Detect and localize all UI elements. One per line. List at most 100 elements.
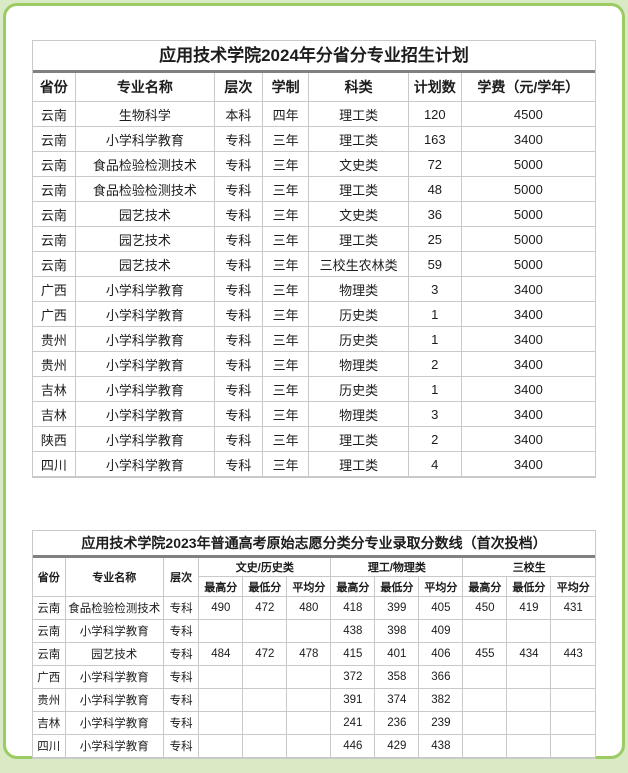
table-cell: 园艺技术 <box>74 226 216 252</box>
enrollment-plan-table: 省份 专业名称 层次 学制 科类 计划数 学费（元/学年） 云南 生物科学 本科 四年… <box>33 70 595 477</box>
table-cell: 374 <box>374 688 420 712</box>
table-cell: 490 <box>198 596 244 620</box>
sub-header-max: 最高分 <box>330 576 376 597</box>
table-cell: 云南 <box>33 619 66 643</box>
table-cell: 415 <box>330 642 376 666</box>
table-cell: 三校生农林类 <box>308 251 409 277</box>
sub-header-avg: 平均分 <box>418 576 464 597</box>
table-cell: 文史类 <box>308 201 409 227</box>
table-cell: 431 <box>550 596 595 620</box>
table-cell <box>198 619 244 643</box>
table-cell: 三年 <box>261 451 310 477</box>
table-cell: 广西 <box>33 665 66 689</box>
table-cell: 小学科学教育 <box>74 301 216 327</box>
table-cell: 小学科学教育 <box>74 376 216 402</box>
table-cell: 三年 <box>261 201 310 227</box>
table-cell: 409 <box>418 619 464 643</box>
table-cell: 3 <box>407 276 462 302</box>
table-cell: 云南 <box>33 176 76 202</box>
sub-header-avg: 平均分 <box>550 576 595 597</box>
table-cell: 吉林 <box>33 376 76 402</box>
table-cell: 484 <box>198 642 244 666</box>
table-cell: 72 <box>407 151 462 177</box>
table-cell <box>550 619 595 643</box>
table-cell: 163 <box>407 126 462 152</box>
table-cell: 陕西 <box>33 426 76 452</box>
table-row: 云南 园艺技术 专科 484 472 478 415 401 406 455 434 443 <box>33 642 595 666</box>
table-cell <box>198 711 244 735</box>
table-cell: 小学科学教育 <box>74 401 216 427</box>
table-row: 云南 园艺技术 专科 三年 理工类 25 5000 <box>33 226 595 252</box>
table-cell: 贵州 <box>33 688 66 712</box>
table-cell: 5000 <box>460 226 595 252</box>
table-cell <box>462 711 508 735</box>
enrollment-plan-table-box: 应用技术学院2024年分省分专业招生计划 省份 专业名称 层次 学制 科类 计划… <box>32 40 596 478</box>
table-cell: 三年 <box>261 326 310 352</box>
table-cell: 本科 <box>214 101 263 127</box>
sub-header-max: 最高分 <box>198 576 244 597</box>
table-cell: 三年 <box>261 301 310 327</box>
table-cell: 1 <box>407 301 462 327</box>
table-row: 云南 小学科学教育 专科 438 398 409 <box>33 619 595 643</box>
table-cell: 小学科学教育 <box>64 619 164 643</box>
col-header-major: 专业名称 <box>64 556 164 597</box>
table-row: 四川 小学科学教育 专科 三年 理工类 4 3400 <box>33 451 595 477</box>
table-cell: 434 <box>506 642 552 666</box>
table-cell: 云南 <box>33 201 76 227</box>
col-header-level: 层次 <box>214 71 263 102</box>
table-cell: 专科 <box>162 665 200 689</box>
table-cell: 园艺技术 <box>74 201 216 227</box>
group-header-liberal-arts: 文史/历史类 <box>198 556 332 577</box>
table-cell: 4500 <box>460 101 595 127</box>
table-cell: 专科 <box>214 151 263 177</box>
table-cell: 443 <box>550 642 595 666</box>
table-row: 云南 食品检验检测技术 专科 三年 理工类 48 5000 <box>33 176 595 202</box>
table-row: 吉林 小学科学教育 专科 241 236 239 <box>33 711 595 735</box>
table-cell: 物理类 <box>308 401 409 427</box>
table-cell: 理工类 <box>308 176 409 202</box>
table-cell: 2 <box>407 351 462 377</box>
table-cell: 专科 <box>214 326 263 352</box>
table-row: 贵州 小学科学教育 专科 391 374 382 <box>33 688 595 712</box>
table-cell: 食品检验检测技术 <box>74 151 216 177</box>
table-cell <box>506 734 552 758</box>
table-cell: 3400 <box>460 401 595 427</box>
table-row: 云南 小学科学教育 专科 三年 理工类 163 3400 <box>33 126 595 152</box>
table-cell: 云南 <box>33 126 76 152</box>
table-cell <box>550 665 595 689</box>
table-cell: 小学科学教育 <box>64 688 164 712</box>
table-cell: 1 <box>407 326 462 352</box>
table-cell: 3400 <box>460 276 595 302</box>
sub-header-max: 最高分 <box>462 576 508 597</box>
table-cell: 241 <box>330 711 376 735</box>
enrollment-plan-title: 应用技术学院2024年分省分专业招生计划 <box>159 46 469 65</box>
table-cell <box>286 734 332 758</box>
group-header-vocational: 三校生 <box>462 556 595 577</box>
group-header-science: 理工/物理类 <box>330 556 464 577</box>
table-cell: 三年 <box>261 401 310 427</box>
table-cell: 455 <box>462 642 508 666</box>
table-cell: 5000 <box>460 151 595 177</box>
table-cell: 438 <box>330 619 376 643</box>
table-cell: 358 <box>374 665 420 689</box>
table-cell: 三年 <box>261 276 310 302</box>
table-row: 广西 小学科学教育 专科 372 358 366 <box>33 665 595 689</box>
table-cell: 5000 <box>460 176 595 202</box>
score-line-table: 省份 专业名称 层次 文史/历史类 理工/物理类 三校生 最高分 最低分 平均分… <box>33 555 595 758</box>
table-row: 广西 小学科学教育 专科 三年 历史类 1 3400 <box>33 301 595 327</box>
table-cell <box>198 665 244 689</box>
table-cell <box>242 619 288 643</box>
sub-header-min: 最低分 <box>374 576 420 597</box>
table-cell: 3400 <box>460 376 595 402</box>
table-cell: 历史类 <box>308 301 409 327</box>
table-cell <box>242 688 288 712</box>
table-cell: 历史类 <box>308 326 409 352</box>
table-cell: 3400 <box>460 126 595 152</box>
table-row: 广西 小学科学教育 专科 三年 物理类 3 3400 <box>33 276 595 302</box>
table-cell: 418 <box>330 596 376 620</box>
table-cell: 生物科学 <box>74 101 216 127</box>
table-cell: 理工类 <box>308 101 409 127</box>
table-cell: 专科 <box>214 351 263 377</box>
col-header-province: 省份 <box>33 556 66 597</box>
score-line-table-body: 云南 食品检验检测技术 专科 490 472 480 418 399 405 450 419 431 云… <box>33 596 595 758</box>
